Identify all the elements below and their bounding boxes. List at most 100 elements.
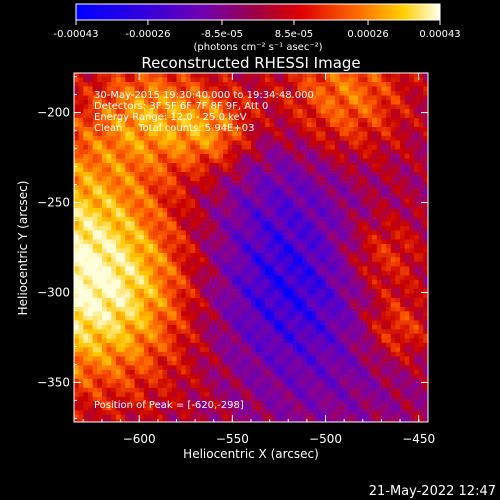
heatmap-cell: [325, 396, 331, 402]
heatmap-cell: [269, 333, 275, 339]
heatmap-cell: [176, 414, 182, 420]
heatmap-cell: [358, 261, 364, 267]
heatmap-cell: [260, 243, 266, 249]
heatmap-cell: [199, 392, 206, 398]
heatmap-cell: [185, 396, 192, 402]
heatmap-cell: [316, 243, 322, 249]
heatmap-cell: [87, 243, 94, 249]
heatmap-cell: [148, 252, 154, 258]
heatmap-cell: [148, 212, 154, 218]
heatmap-cell: [274, 351, 280, 357]
heatmap-cell: [101, 90, 108, 97]
heatmap-cell: [181, 383, 187, 389]
heatmap-cell: [218, 324, 224, 330]
heatmap-cell: [120, 329, 126, 335]
heatmap-cell: [269, 216, 275, 223]
heatmap-cell: [74, 414, 80, 420]
heatmap-cell: [251, 207, 257, 214]
heatmap-cell: [87, 73, 94, 79]
heatmap-cell: [297, 203, 303, 209]
heatmap-cell: [330, 342, 336, 348]
heatmap-cell: [162, 225, 168, 232]
heatmap-cell: [348, 369, 355, 375]
heatmap-cell: [325, 194, 331, 200]
heatmap-cell: [297, 387, 303, 393]
heatmap-cell: [148, 198, 154, 205]
heatmap-cell: [181, 315, 187, 321]
heatmap-cell: [83, 216, 89, 223]
heatmap-cell: [367, 288, 373, 294]
heatmap-cell: [185, 261, 192, 267]
heatmap-cell: [232, 414, 238, 420]
heatmap-cell: [297, 360, 303, 366]
heatmap-cell: [246, 365, 252, 371]
heatmap-cell: [278, 383, 285, 389]
heatmap-cell: [278, 302, 285, 308]
heatmap-cell: [83, 401, 89, 407]
heatmap-cell: [325, 216, 331, 223]
heatmap-cell: [101, 266, 108, 272]
heatmap-cell: [139, 315, 145, 321]
heatmap-cell: [353, 356, 359, 362]
heatmap-cell: [129, 234, 136, 241]
heatmap-cell: [255, 306, 261, 312]
heatmap-cell: [320, 171, 327, 178]
heatmap-cell: [264, 203, 271, 209]
heatmap-cell: [171, 279, 178, 285]
heatmap-cell: [227, 275, 233, 281]
heatmap-cell: [316, 401, 322, 407]
heatmap-cell: [204, 77, 210, 83]
heatmap-cell: [292, 126, 299, 133]
heatmap-cell: [260, 356, 266, 362]
heatmap-cell: [139, 77, 145, 83]
heatmap-cell: [171, 221, 178, 227]
heatmap-cell: [251, 383, 257, 389]
heatmap-cell: [232, 396, 238, 402]
heatmap-cell: [148, 203, 154, 209]
heatmap-cell: [213, 73, 219, 79]
heatmap-cell: [288, 387, 294, 393]
heatmap-cell: [78, 306, 84, 312]
heatmap-cell: [278, 198, 285, 205]
heatmap-cell: [358, 194, 364, 200]
heatmap-cell: [274, 73, 280, 79]
heatmap-cell: [181, 329, 187, 335]
heatmap-cell: [115, 266, 122, 272]
heatmap-cell: [344, 158, 350, 164]
heatmap-cell: [195, 104, 201, 110]
heatmap-cell: [367, 153, 373, 160]
heatmap-cell: [134, 86, 140, 92]
heatmap-cell: [97, 104, 103, 110]
heatmap-cell: [348, 108, 355, 115]
heatmap-cell: [162, 162, 168, 169]
heatmap-cell: [278, 86, 285, 92]
heatmap-cell: [148, 104, 154, 110]
heatmap-cell: [278, 387, 285, 393]
heatmap-cell: [209, 135, 215, 142]
heatmap-cell: [316, 117, 322, 124]
heatmap-cell: [297, 324, 303, 330]
heatmap-cell: [255, 243, 261, 249]
heatmap-cell: [367, 122, 373, 128]
heatmap-cell: [199, 198, 206, 205]
heatmap-cell: [195, 153, 201, 160]
heatmap-cell: [334, 153, 341, 160]
heatmap-cell: [101, 162, 108, 169]
heatmap-cell: [181, 194, 187, 200]
heatmap-cell: [278, 162, 285, 169]
heatmap-cell: [283, 405, 289, 411]
heatmap-cell: [334, 302, 341, 308]
heatmap-cell: [139, 198, 145, 205]
heatmap-cell: [97, 329, 103, 335]
heatmap-cell: [106, 329, 112, 335]
heatmap-cell: [223, 248, 229, 254]
heatmap-cell: [213, 324, 219, 330]
heatmap-cell: [362, 171, 369, 178]
heatmap-cell: [274, 77, 280, 83]
heatmap-cell: [134, 216, 140, 223]
heatmap-cell: [176, 108, 182, 115]
heatmap-cell: [162, 171, 168, 178]
heatmap-cell: [204, 95, 210, 101]
heatmap-cell: [288, 117, 294, 124]
heatmap-cell: [334, 239, 341, 245]
